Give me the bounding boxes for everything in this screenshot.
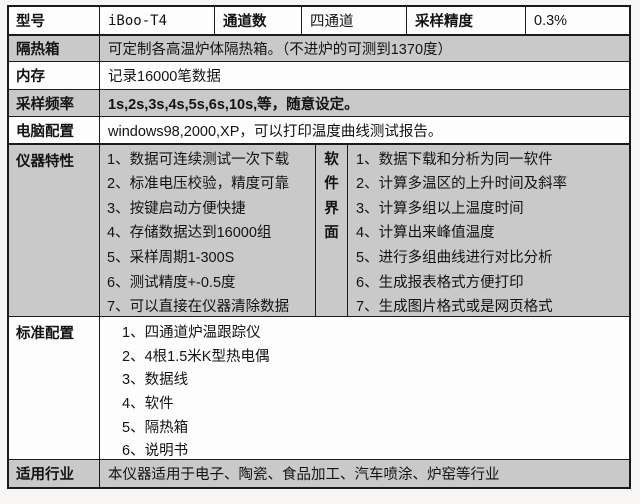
row-sampling: 采样频率 1s,2s,3s,4s,5s,6s,10s,等，随意设定。 [9, 89, 629, 116]
channels-value: 四通道 [301, 7, 406, 34]
row-features: 仪器特性 1、数据可连续测试一次下载 2、标准电压校验，精度可靠 3、按键启动方… [9, 143, 629, 316]
model-value: iBoo-T4 [99, 7, 214, 34]
software-list: 1、数据下载和分析为同一软件 2、计算多温区的上升时间及斜率 3、计算多组以上温… [347, 145, 629, 316]
model-label: 型号 [16, 14, 45, 30]
insulation-value: 可定制各高温炉体隔热箱。（不进炉的可测到1370度） [99, 36, 629, 61]
software-label-char: 软 [324, 151, 339, 168]
row-industry: 适用行业 本仪器适用于电子、陶瓷、食品加工、汽车喷涂、炉窑等行业 [9, 459, 629, 487]
computer-label: 电脑配置 [16, 123, 74, 140]
standard-list: 1、四通道炉温跟踪仪 2、4根1.5米K型热电偶 3、数据线 4、软件 5、隔热… [99, 317, 629, 459]
memory-value: 记录16000笔数据 [99, 62, 629, 89]
feature-item: 1、数据可连续测试一次下载 [107, 151, 290, 168]
software-item: 2、计算多温区的上升时间及斜率 [356, 176, 568, 193]
precision-value: 0.3% [525, 7, 629, 34]
row-computer: 电脑配置 windows98,2000,XP，可以打印温度曲线测试报告。 [9, 116, 629, 143]
industry-label: 适用行业 [16, 467, 74, 483]
row-memory: 内存 记录16000笔数据 [9, 61, 629, 89]
standard-item: 3、数据线 [122, 372, 189, 389]
memory-label: 内存 [16, 69, 45, 85]
features-list: 1、数据可连续测试一次下载 2、标准电压校验，精度可靠 3、按键启动方便快捷 4… [99, 145, 315, 316]
industry-value: 本仪器适用于电子、陶瓷、食品加工、汽车喷涂、炉窑等行业 [99, 460, 629, 487]
software-item: 5、进行多组曲线进行对比分析 [356, 249, 553, 266]
software-item: 3、计算多组以上温度时间 [356, 200, 524, 217]
standard-item: 1、四通道炉温跟踪仪 [122, 325, 261, 342]
standard-label: 标准配置 [16, 326, 74, 342]
spec-table: 型号 iBoo-T4 通道数 四通道 采样精度 0.3% 隔热箱 可定制各高温炉… [7, 5, 631, 489]
sampling-value: 1s,2s,3s,4s,5s,6s,10s,等，随意设定。 [99, 90, 629, 116]
features-label: 仪器特性 [16, 154, 74, 170]
feature-item: 6、测试精度+-0.5度 [107, 274, 236, 291]
software-label-char: 界 [324, 200, 339, 217]
standard-item: 5、隔热箱 [122, 419, 189, 436]
sampling-label: 采样频率 [16, 96, 74, 113]
feature-item: 7、可以直接在仪器清除数据 [107, 299, 290, 316]
standard-item: 6、说明书 [122, 443, 189, 460]
feature-item: 3、按键启动方便快捷 [107, 200, 246, 217]
row-standard: 标准配置 1、四通道炉温跟踪仪 2、4根1.5米K型热电偶 3、数据线 4、软件… [9, 316, 629, 459]
standard-item: 4、软件 [122, 396, 174, 413]
software-label-char: 件 [324, 176, 339, 193]
software-item: 4、计算出来峰值温度 [356, 225, 495, 242]
insulation-label: 隔热箱 [16, 42, 60, 58]
software-item: 1、数据下载和分析为同一软件 [356, 151, 553, 168]
precision-label: 采样精度 [406, 7, 525, 34]
software-label-char: 面 [324, 225, 339, 242]
row-insulation: 隔热箱 可定制各高温炉体隔热箱。（不进炉的可测到1370度） [9, 34, 629, 61]
feature-item: 2、标准电压校验，精度可靠 [107, 176, 290, 193]
feature-item: 4、存储数据达到16000组 [107, 225, 272, 242]
software-interface-label: 软 件 界 面 [315, 145, 347, 316]
feature-item: 5、采样周期1-300S [107, 249, 235, 266]
computer-value: windows98,2000,XP，可以打印温度曲线测试报告。 [99, 117, 629, 143]
row-model: 型号 iBoo-T4 通道数 四通道 采样精度 0.3% [9, 7, 629, 34]
software-item: 7、生成图片格式或是网页格式 [356, 299, 553, 316]
channels-label: 通道数 [214, 7, 301, 34]
software-item: 6、生成报表格式方便打印 [356, 274, 524, 291]
standard-item: 2、4根1.5米K型热电偶 [122, 348, 270, 365]
